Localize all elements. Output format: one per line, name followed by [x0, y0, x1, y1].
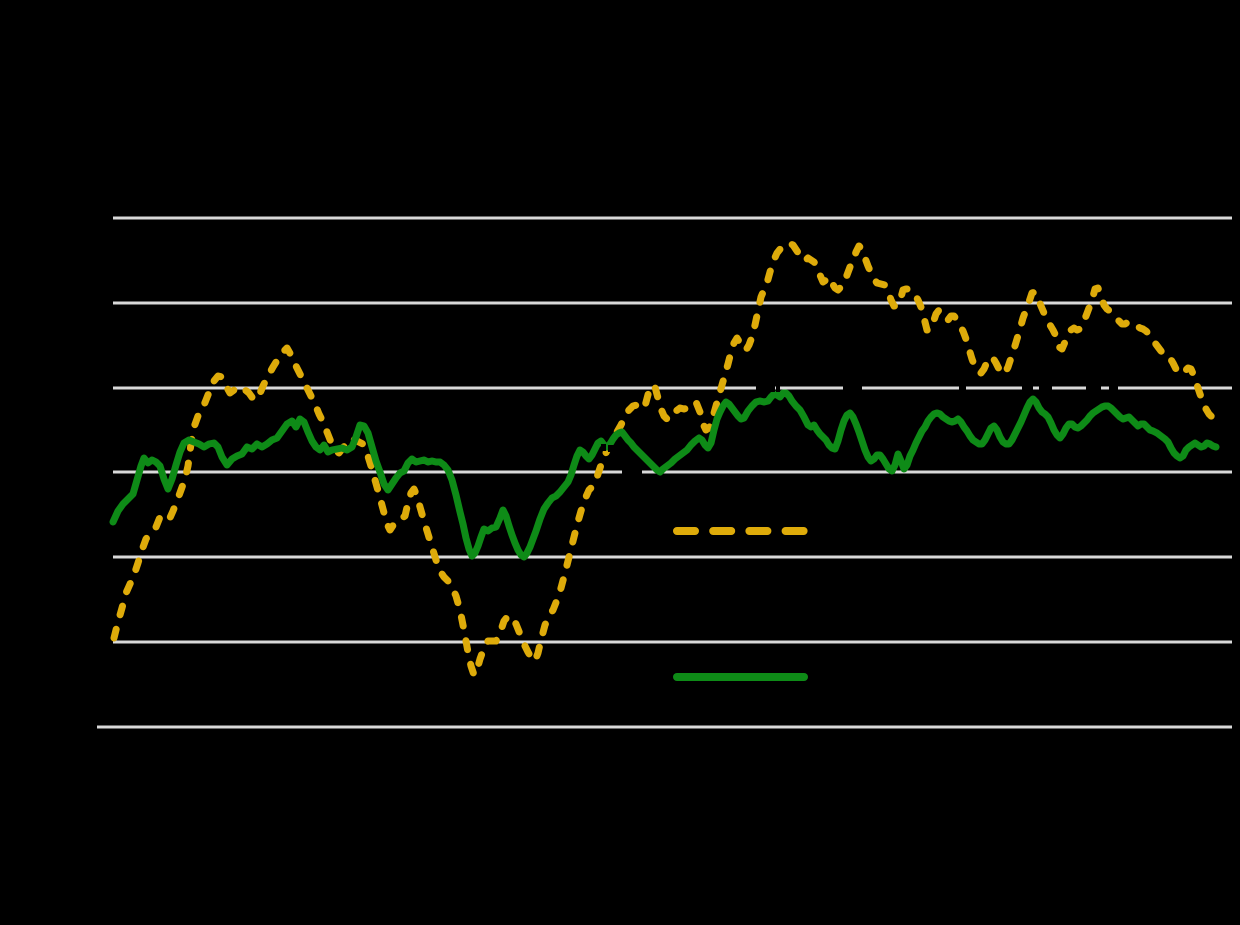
series-green-solid-line	[109, 389, 1220, 561]
text-occlusion	[1022, 384, 1033, 392]
text-occlusion	[843, 384, 862, 392]
text-occlusion	[1086, 384, 1101, 392]
text-occlusion	[622, 468, 642, 476]
text-occlusion	[1039, 384, 1052, 392]
text-occlusion	[776, 384, 780, 392]
text-occlusion	[613, 452, 619, 470]
text-occlusion	[608, 445, 614, 452]
text-occlusion	[1109, 384, 1118, 392]
text-occlusion	[959, 384, 966, 392]
text-occlusion	[622, 452, 630, 466]
text-occlusion	[601, 444, 606, 451]
text-occlusion	[756, 384, 775, 392]
